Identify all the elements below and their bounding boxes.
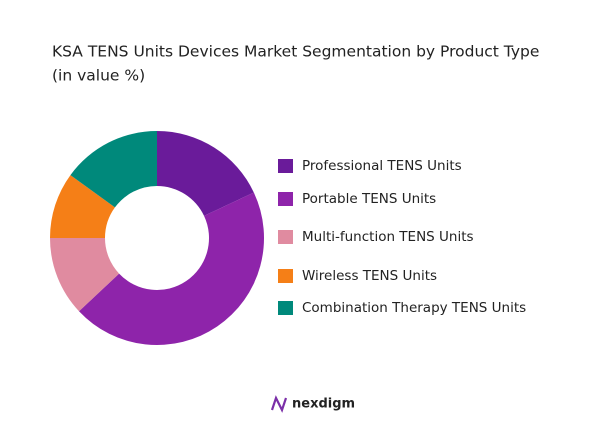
logo: nexdigm bbox=[270, 395, 355, 413]
legend-label: Wireless TENS Units bbox=[302, 268, 437, 284]
legend-label: Professional TENS Units bbox=[302, 158, 462, 174]
legend-label: Combination Therapy TENS Units bbox=[302, 300, 526, 316]
donut-segment bbox=[50, 175, 115, 238]
legend-swatch bbox=[278, 269, 293, 283]
legend-swatch bbox=[278, 159, 293, 173]
legend-label: Portable TENS Units bbox=[302, 191, 436, 207]
donut-segment bbox=[79, 192, 264, 345]
legend-swatch bbox=[278, 301, 293, 315]
chart-subtitle: (in value %) bbox=[52, 67, 145, 85]
legend-label: Multi-function TENS Units bbox=[302, 229, 474, 245]
donut-segment bbox=[157, 131, 254, 216]
logo-icon bbox=[270, 395, 288, 413]
chart-title: KSA TENS Units Devices Market Segmentati… bbox=[52, 43, 539, 61]
legend-swatch bbox=[278, 192, 293, 206]
legend-swatch bbox=[278, 230, 293, 244]
donut-segment bbox=[50, 238, 120, 312]
brand: nexdigm bbox=[292, 397, 355, 412]
donut-segment bbox=[70, 131, 157, 208]
